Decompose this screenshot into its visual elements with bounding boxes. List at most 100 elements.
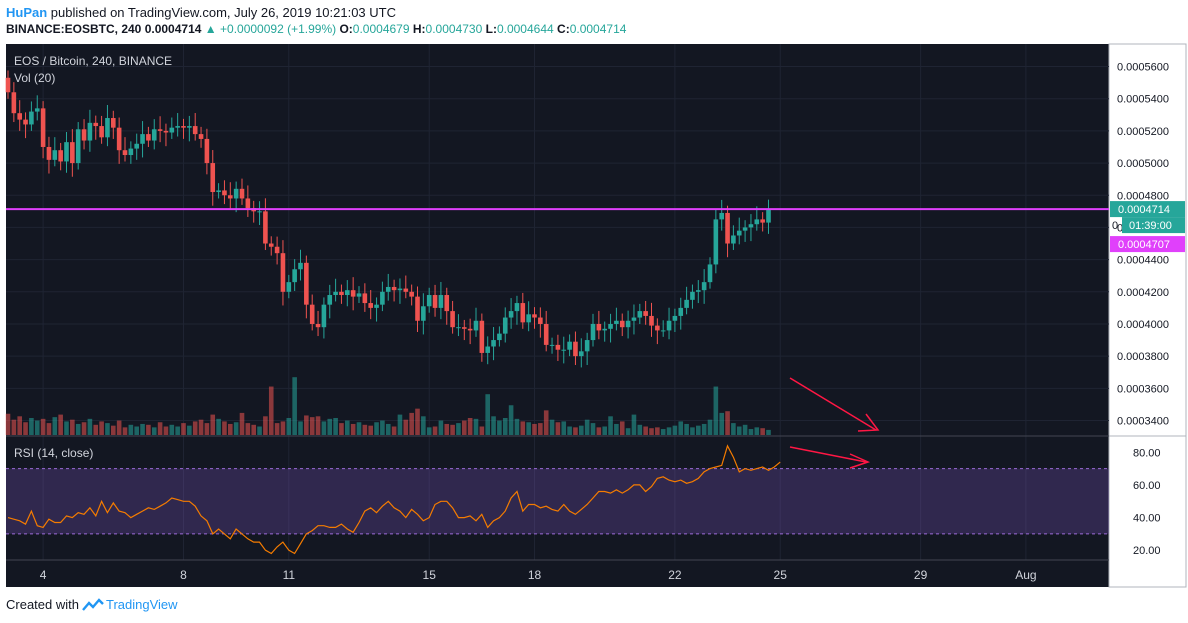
candle-body — [11, 92, 17, 114]
volume-bar — [368, 425, 373, 435]
volume-bar — [719, 412, 724, 435]
volume-bar — [116, 420, 122, 435]
candle-body — [163, 130, 169, 133]
volume-bar — [93, 424, 99, 435]
candle-body — [228, 195, 233, 199]
candle-body — [742, 227, 748, 231]
last-price-tag — [1110, 201, 1185, 218]
candle-body — [187, 126, 192, 128]
volume-bar — [432, 426, 438, 435]
volume-bar — [274, 423, 280, 435]
volume-bar — [70, 419, 75, 435]
chart-title: EOS / Bitcoin, 240, BINANCE — [14, 54, 172, 68]
candle-body — [263, 211, 268, 244]
candle-body — [579, 351, 584, 357]
volume-bar — [672, 425, 678, 435]
volume-arrow-head — [857, 413, 880, 432]
volume-bar — [58, 414, 63, 435]
volume-bar — [479, 426, 485, 435]
volume-bar — [327, 418, 333, 435]
volume-bar — [198, 419, 204, 435]
candle-body — [707, 264, 713, 283]
candle-body — [292, 269, 297, 283]
candle-body — [134, 143, 139, 149]
candle-body — [5, 77, 11, 93]
volume-bar — [707, 419, 713, 435]
price-tick-label: 0.0003600 — [1117, 383, 1169, 395]
candle-body — [754, 219, 760, 225]
volume-bar — [245, 423, 251, 435]
candle-body — [34, 108, 40, 112]
candle-body — [315, 323, 321, 328]
candle-body — [17, 113, 22, 120]
candle-body — [403, 288, 409, 292]
volume-bar — [409, 412, 414, 435]
volume-bar — [339, 423, 344, 435]
candle-body — [561, 349, 567, 351]
candle-body — [426, 295, 432, 307]
candle-body — [257, 211, 262, 213]
author-name[interactable]: HuPan — [6, 5, 48, 20]
candle-body — [286, 282, 292, 292]
volume-bar — [696, 425, 701, 435]
volume-bar — [128, 424, 134, 435]
candle-body — [696, 290, 701, 292]
candle-body — [421, 306, 426, 321]
candle-body — [181, 126, 186, 128]
open-label: O: — [339, 22, 353, 36]
volume-bar — [81, 422, 87, 435]
time-tick-label: 15 — [423, 568, 437, 582]
low-label: L: — [485, 22, 497, 36]
volume-bar — [181, 423, 186, 435]
volume-bar — [608, 416, 613, 435]
volume-bar — [438, 420, 444, 435]
price-tick-label: 0.0004000 — [1117, 319, 1169, 331]
candle-body — [52, 150, 58, 160]
volume-bar — [649, 428, 654, 435]
candle-body — [321, 304, 327, 328]
candle-body — [385, 286, 391, 292]
price-tick-label: 0.0005400 — [1117, 94, 1169, 106]
candle-body — [619, 320, 625, 328]
volume-bar — [46, 423, 52, 435]
volume-bar — [151, 427, 157, 435]
volume-bar — [555, 422, 561, 435]
candle-body — [766, 209, 771, 223]
volume-bar — [590, 423, 596, 435]
volume-bar — [760, 428, 765, 435]
candle-body — [397, 288, 403, 291]
candle-body — [391, 286, 397, 291]
volume-bar — [40, 418, 46, 435]
volume-bar — [514, 418, 520, 435]
volume-bar — [573, 427, 578, 435]
volume-bar — [309, 417, 315, 435]
candle-body — [438, 295, 444, 308]
volume-bar — [655, 427, 660, 435]
volume-bar — [678, 421, 684, 435]
price-chart[interactable]: 0.0005600 0.0005400 0.0005200 0.0005000 0.00… — [0, 42, 1188, 588]
volume-bar — [29, 418, 34, 435]
candle-body — [602, 328, 607, 331]
volume-bar — [105, 423, 110, 435]
volume-bar — [233, 422, 239, 435]
volume-bar — [333, 418, 338, 435]
countdown-tag — [1122, 217, 1185, 234]
candle-body — [684, 299, 689, 308]
candle-body — [380, 291, 385, 305]
high-value: 0.0004730 — [425, 22, 483, 36]
footer: Created with TradingView — [6, 597, 178, 612]
candle-body — [345, 290, 350, 296]
volume-bar — [362, 424, 368, 435]
tradingview-brand[interactable]: TradingView — [105, 597, 178, 612]
time-tick-label: 22 — [668, 568, 682, 582]
candle-body — [40, 108, 46, 147]
volume-bar — [713, 386, 719, 435]
price-tick-label: 0.0005000 — [1117, 158, 1169, 170]
countdown-tag-label: 01:39:00 — [1129, 220, 1172, 232]
candle-body — [485, 346, 490, 353]
created-with-label: Created with — [6, 597, 79, 612]
price-tick-label: 0.0004800 — [1117, 190, 1169, 202]
price-axis — [1108, 43, 1187, 588]
volume-bar — [415, 408, 420, 435]
candle-body — [444, 295, 450, 312]
